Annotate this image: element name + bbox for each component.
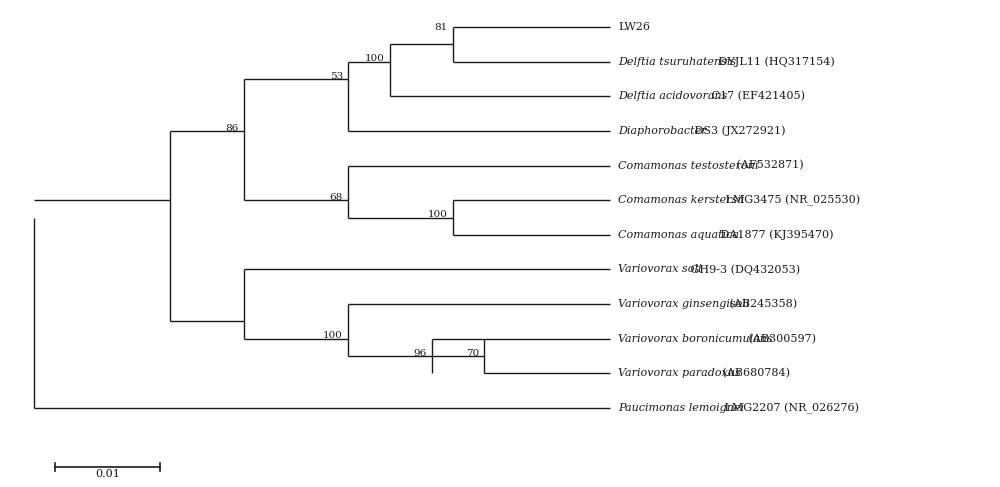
Text: LMG3475 (NR_025530): LMG3475 (NR_025530) (722, 195, 860, 206)
Text: 70: 70 (466, 349, 479, 358)
Text: Variovorax boronicumulans: Variovorax boronicumulans (618, 334, 773, 344)
Text: Comamonas kerstersii: Comamonas kerstersii (618, 195, 745, 205)
Text: 86: 86 (225, 124, 238, 132)
Text: 53: 53 (330, 72, 343, 81)
Text: (AB245358): (AB245358) (726, 299, 797, 309)
Text: 96: 96 (413, 349, 427, 358)
Text: LMG2207 (NR_026276): LMG2207 (NR_026276) (721, 402, 859, 413)
Text: LW26: LW26 (618, 22, 650, 32)
Text: Delftia acidovorans: Delftia acidovorans (618, 91, 728, 101)
Text: Variovorax soli: Variovorax soli (618, 264, 702, 275)
Text: 0.01: 0.01 (95, 469, 120, 479)
Text: Delftia tsuruhatensis: Delftia tsuruhatensis (618, 56, 736, 67)
Text: 100: 100 (323, 332, 343, 340)
Text: 68: 68 (330, 193, 343, 202)
Text: DS3 (JX272921): DS3 (JX272921) (691, 126, 785, 136)
Text: (AB680784): (AB680784) (719, 368, 790, 378)
Text: 100: 100 (365, 55, 385, 63)
Text: (AB300597): (AB300597) (745, 334, 816, 344)
Text: Diaphorobacter: Diaphorobacter (618, 126, 707, 136)
Text: (AF532871): (AF532871) (733, 160, 804, 171)
Text: DA1877 (KJ395470): DA1877 (KJ395470) (717, 229, 834, 240)
Text: Variovorax paradoxus: Variovorax paradoxus (618, 368, 741, 378)
Text: DYJL11 (HQ317154): DYJL11 (HQ317154) (715, 56, 835, 67)
Text: 100: 100 (428, 210, 448, 219)
Text: GH9-3 (DQ432053): GH9-3 (DQ432053) (687, 264, 800, 275)
Text: C17 (EF421405): C17 (EF421405) (708, 91, 805, 101)
Text: Comamonas aquatica: Comamonas aquatica (618, 230, 739, 240)
Text: Variovorax ginsengisoli: Variovorax ginsengisoli (618, 299, 750, 309)
Text: 81: 81 (434, 23, 448, 32)
Text: Paucimonas lemoignei: Paucimonas lemoignei (618, 403, 744, 413)
Text: Comamonas testosteroni: Comamonas testosteroni (618, 161, 759, 170)
